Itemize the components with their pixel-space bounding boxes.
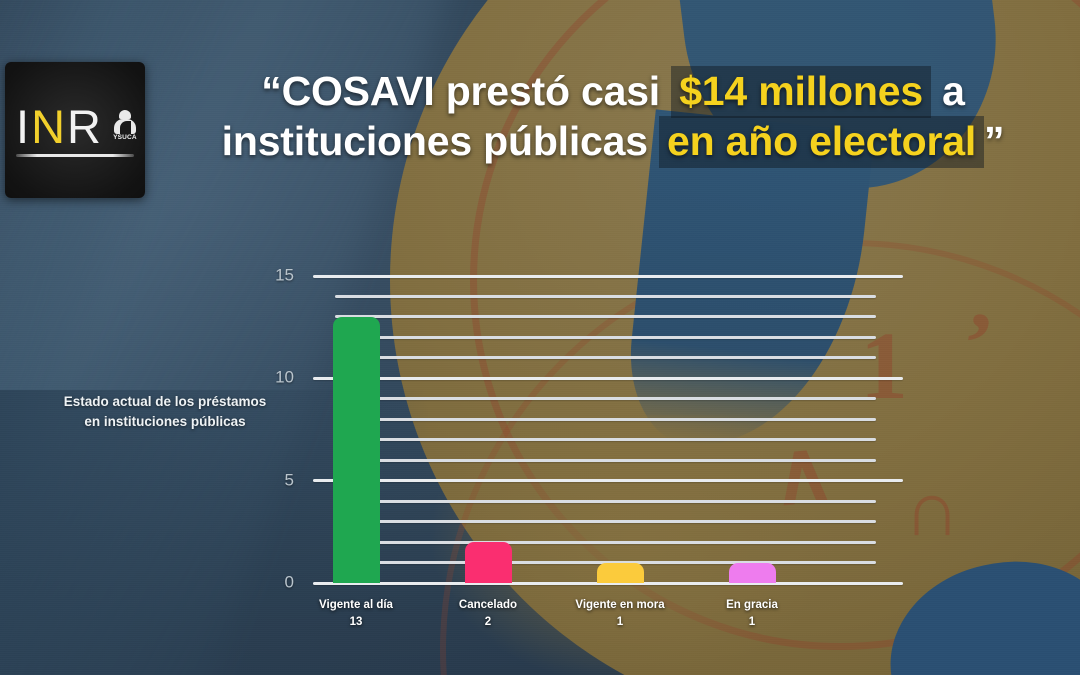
logo-letter-n: N bbox=[31, 100, 67, 153]
gridline-minor bbox=[335, 458, 876, 462]
headline-line1-prefix: “COSAVI prestó casi bbox=[261, 68, 672, 114]
chart-title-line-1: Estado actual de los préstamos bbox=[63, 394, 267, 409]
person-emblem-icon: YSUCA bbox=[110, 109, 138, 149]
x-axis-category-label: Vigente en mora bbox=[575, 599, 665, 611]
gridline-minor bbox=[335, 315, 876, 319]
bar[interactable] bbox=[464, 542, 512, 583]
inr-logo: I N R YSUCA bbox=[5, 62, 145, 198]
bar[interactable] bbox=[728, 562, 776, 583]
x-axis-label-group: Cancelado 2 bbox=[459, 597, 517, 632]
logo-letter-r: R bbox=[67, 100, 102, 153]
bar[interactable] bbox=[332, 316, 380, 583]
x-axis-label-group: Vigente en mora 1 bbox=[575, 597, 664, 632]
bar-value-label: 2 bbox=[484, 616, 492, 629]
gridline-minor bbox=[335, 335, 876, 339]
headline-line1-highlight: $14 millones bbox=[671, 66, 931, 118]
emblem-label: YSUCA bbox=[113, 134, 137, 141]
gridline-major bbox=[313, 274, 903, 278]
x-axis-category-label: En gracia bbox=[726, 599, 778, 611]
x-axis-label-group: En gracia 1 bbox=[726, 597, 778, 632]
gridline-minor bbox=[335, 417, 876, 421]
y-axis-tick-label: 5 bbox=[284, 470, 294, 490]
gridline-minor bbox=[335, 397, 876, 401]
gridline-minor bbox=[335, 499, 876, 503]
bar[interactable] bbox=[596, 562, 644, 583]
page-title: “COSAVI prestó casi $14 millones a insti… bbox=[160, 66, 1066, 169]
gridline-minor bbox=[335, 356, 876, 360]
chart-title-line-2: en instituciones públicas bbox=[84, 413, 246, 429]
headline-line1-suffix: a bbox=[930, 68, 965, 114]
bar-chart: 0 5 10 15 Vigente al día 13 Cancelado 2 Vigente … bbox=[275, 266, 920, 628]
y-axis-tick-label: 0 bbox=[284, 572, 294, 592]
gridline-major bbox=[313, 376, 903, 380]
logo-letter-i: I bbox=[16, 100, 31, 153]
gridline-major bbox=[313, 581, 903, 585]
x-axis-category-label: Cancelado bbox=[458, 599, 518, 611]
gridline-major bbox=[313, 479, 903, 483]
chart-title: Estado actual de los préstamos en instit… bbox=[40, 392, 290, 431]
gridline-minor bbox=[335, 294, 876, 298]
y-axis-tick-label: 10 bbox=[275, 367, 294, 387]
coin-engraving-mark: ∩ bbox=[903, 465, 960, 552]
bar-value-label: 13 bbox=[349, 616, 363, 629]
headline-line-1: “COSAVI prestó casi $14 millones a bbox=[160, 66, 1066, 118]
bar-value-label: 1 bbox=[748, 616, 756, 629]
gridline-minor bbox=[335, 540, 876, 544]
headline-line2-prefix: instituciones públicas bbox=[221, 118, 660, 165]
headline-line-2: instituciones públicas en año electoral” bbox=[160, 116, 1066, 169]
gridline-minor bbox=[335, 438, 876, 442]
headline-line2-suffix: ” bbox=[984, 118, 1005, 165]
headline-line2-highlight: en año electoral bbox=[659, 116, 985, 169]
gridline-minor bbox=[335, 520, 876, 524]
logo-underline bbox=[16, 154, 134, 157]
gridline-minor bbox=[335, 561, 876, 565]
x-axis-label-group: Vigente al día 13 bbox=[319, 597, 393, 632]
logo-wordmark: I N R YSUCA bbox=[12, 103, 138, 150]
y-axis-tick-label: 15 bbox=[275, 265, 294, 285]
x-axis-category-label: Vigente al día bbox=[319, 599, 393, 611]
bar-value-label: 1 bbox=[616, 616, 624, 629]
